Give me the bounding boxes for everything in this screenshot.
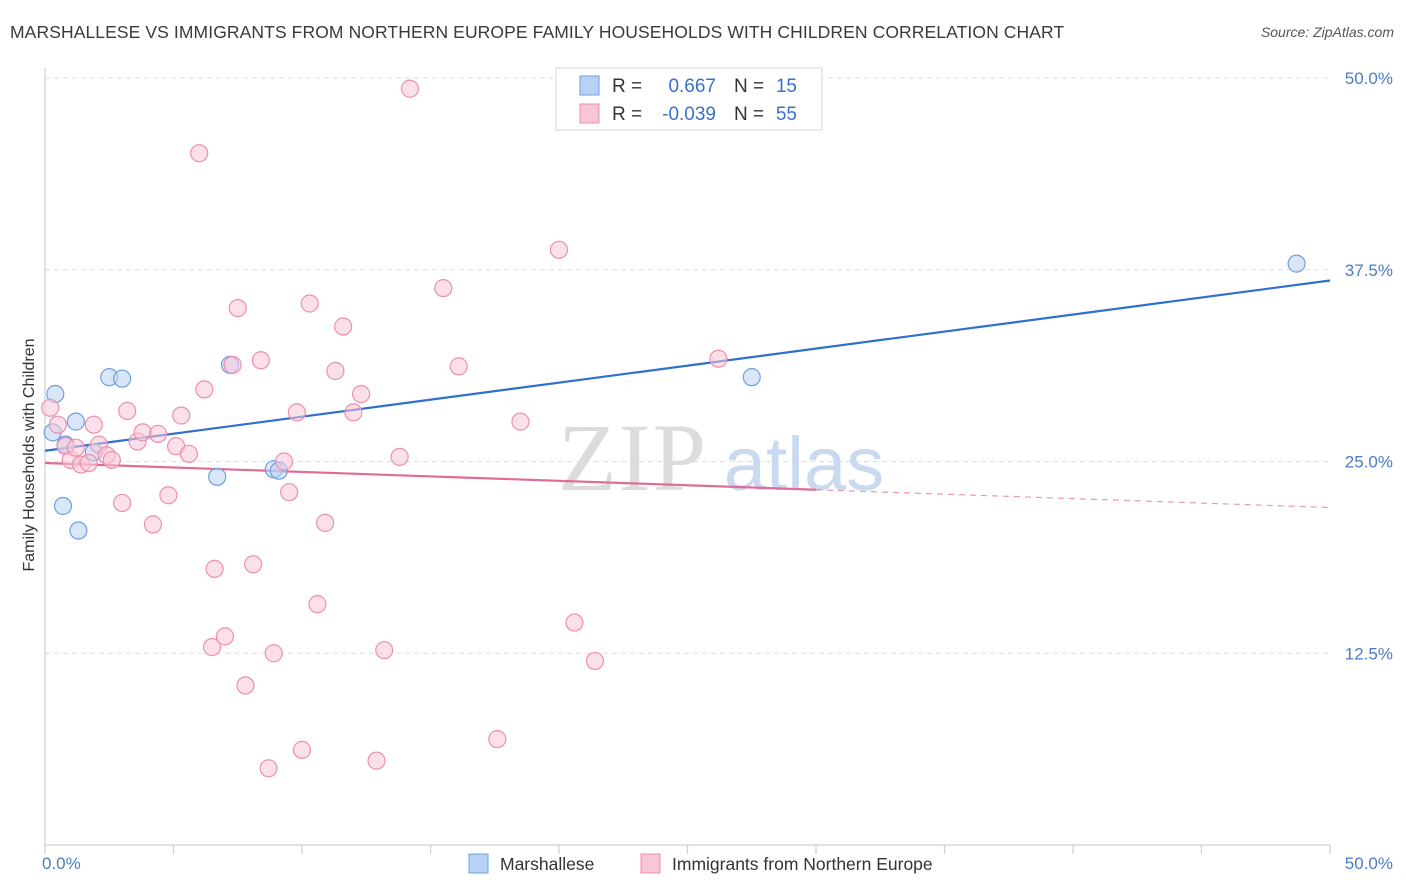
immigrants-point-10	[102, 450, 121, 470]
immigrants-point-1	[48, 415, 67, 434]
legend-swatch-marshallese	[579, 75, 600, 96]
immigrants-point-30	[251, 351, 270, 370]
legend-r-label-1: R =	[612, 76, 642, 97]
immigrants-point-52	[549, 240, 569, 259]
immigrants-point-24	[205, 559, 224, 578]
bottom-legend-label-marshallese: Marshallese	[500, 854, 594, 874]
immigrants-point-46	[390, 447, 409, 466]
immigrants-point-22	[195, 380, 214, 399]
immigrants-point-35	[287, 403, 306, 422]
immigrants-point-54	[585, 651, 605, 671]
immigrants-point-15	[143, 515, 163, 534]
immigrants-point-47	[400, 79, 420, 98]
immigrants-point-53	[565, 613, 584, 632]
x-tick-label-1: 50.0%	[1345, 854, 1393, 873]
chart-source: Source: ZipAtlas.com	[1260, 24, 1394, 40]
legend-n-label-1: N =	[734, 76, 764, 97]
immigrants-point-51	[511, 412, 530, 431]
watermark-atlas: atlas	[724, 422, 885, 507]
bottom-legend-swatch-marshallese	[468, 853, 489, 874]
legend-swatch-immigrants	[579, 103, 600, 124]
immigrants-point-50	[488, 730, 507, 749]
immigrants-point-32	[264, 644, 283, 663]
x-tick-label-0: 0.0%	[42, 854, 81, 873]
immigrants-point-23	[202, 638, 222, 657]
immigrants-point-39	[316, 513, 335, 532]
bottom-legend-label-immigrants: Immigrants from Northern Europe	[672, 854, 933, 874]
immigrants-point-48	[434, 279, 453, 298]
immigrants-point-49	[449, 357, 468, 376]
data-points	[41, 79, 1306, 778]
immigrants-trend-line-extension	[815, 489, 1331, 509]
immigrants-point-29	[244, 555, 263, 574]
immigrants-point-43	[352, 384, 371, 404]
immigrants-point-14	[133, 423, 152, 442]
marshallese-point-9	[208, 467, 227, 486]
stats-legend: R = 0.667 N = 15 R = -0.039 N = 55	[555, 67, 823, 131]
immigrants-point-36	[292, 740, 312, 759]
bottom-legend-swatch-immigrants	[640, 853, 661, 874]
legend-n-label-2: N =	[734, 104, 764, 125]
legend-r-value-2: -0.039	[662, 104, 716, 125]
immigrants-point-16	[148, 424, 168, 443]
axes	[44, 68, 1331, 854]
chart-title: MARSHALLESE VS IMMIGRANTS FROM NORTHERN …	[10, 22, 1065, 42]
trend-lines	[44, 279, 1331, 509]
immigrants-point-12	[118, 401, 137, 420]
immigrants-point-26	[223, 355, 242, 374]
immigrants-point-28	[236, 676, 255, 695]
series-legend: Marshallese Immigrants from Northern Eur…	[468, 853, 933, 874]
immigrants-point-0	[41, 398, 60, 417]
immigrants-point-21	[190, 144, 209, 163]
y-tick-label-2: 37.5%	[1345, 261, 1393, 280]
immigrants-point-44	[367, 751, 386, 770]
immigrants-point-40	[326, 361, 345, 381]
immigrants-point-11	[112, 493, 132, 513]
legend-n-value-1: 15	[776, 76, 797, 97]
immigrants-trend-line	[44, 461, 817, 491]
immigrants-point-37	[300, 294, 319, 313]
marshallese-point-8	[112, 369, 132, 388]
immigrants-point-7	[84, 415, 103, 434]
y-axis-label: Family Households with Children	[21, 339, 38, 572]
immigrants-point-27	[228, 299, 247, 318]
tick-labels: 12.5% 25.0% 37.5% 50.0% 0.0% 50.0%	[42, 69, 1393, 873]
marshallese-point-13	[742, 368, 761, 387]
marshallese-point-14	[1287, 254, 1306, 273]
watermark-zip: ZIP	[558, 404, 708, 511]
y-tick-label-3: 50.0%	[1345, 69, 1393, 88]
immigrants-point-31	[259, 759, 278, 778]
marshallese-point-4	[66, 412, 85, 431]
immigrants-point-6	[79, 453, 98, 473]
marshallese-point-2	[53, 496, 73, 516]
legend-n-value-2: 55	[776, 104, 797, 125]
immigrants-point-45	[375, 641, 394, 660]
immigrants-point-33	[274, 452, 294, 471]
immigrants-point-41	[334, 317, 353, 336]
legend-r-value-1: 0.667	[668, 76, 716, 97]
immigrants-point-17	[159, 486, 178, 505]
legend-r-label-2: R =	[612, 104, 642, 125]
watermark: ZIP atlas	[558, 404, 884, 511]
immigrants-point-25	[215, 627, 234, 646]
immigrants-point-19	[172, 406, 191, 425]
y-tick-label-0: 12.5%	[1345, 644, 1393, 663]
immigrants-point-20	[179, 444, 199, 463]
marshallese-point-5	[69, 521, 88, 540]
y-tick-label-1: 25.0%	[1345, 453, 1393, 472]
immigrants-point-4	[66, 438, 85, 457]
immigrants-point-34	[280, 483, 299, 502]
immigrants-point-42	[344, 403, 363, 422]
immigrants-point-38	[308, 595, 327, 614]
marshallese-trend-line	[44, 279, 1331, 452]
immigrants-point-55	[709, 349, 728, 368]
